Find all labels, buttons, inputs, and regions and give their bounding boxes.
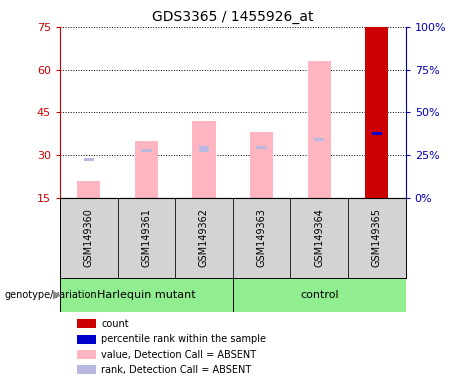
Text: GSM149360: GSM149360 [84, 208, 94, 267]
Bar [175, 198, 233, 278]
Bar [250, 132, 273, 198]
Text: GSM149365: GSM149365 [372, 208, 382, 267]
Bar [118, 198, 175, 278]
Bar [233, 278, 406, 312]
Bar [372, 132, 382, 135]
Bar [135, 141, 158, 198]
Text: control: control [300, 290, 338, 300]
Bar [193, 121, 216, 198]
Text: GSM149362: GSM149362 [199, 208, 209, 267]
Text: GSM149361: GSM149361 [142, 208, 151, 267]
Bar [365, 27, 388, 198]
Text: GSM149363: GSM149363 [257, 208, 266, 267]
Bar [199, 146, 209, 152]
Text: rank, Detection Call = ABSENT: rank, Detection Call = ABSENT [101, 365, 252, 375]
Bar [314, 138, 325, 141]
Text: count: count [101, 319, 129, 329]
Bar [77, 180, 100, 198]
Bar [77, 319, 96, 328]
Bar [308, 61, 331, 198]
Title: GDS3365 / 1455926_at: GDS3365 / 1455926_at [152, 10, 313, 25]
Bar [77, 366, 96, 374]
Bar [372, 132, 382, 135]
Text: percentile rank within the sample: percentile rank within the sample [101, 334, 266, 344]
Text: genotype/variation: genotype/variation [5, 290, 97, 300]
Bar [141, 149, 152, 152]
Bar [60, 278, 233, 312]
Bar [365, 27, 388, 198]
Text: Harlequin mutant: Harlequin mutant [97, 290, 195, 300]
Bar [290, 198, 348, 278]
Bar [60, 198, 118, 278]
Bar [233, 198, 290, 278]
Text: GSM149364: GSM149364 [314, 208, 324, 267]
Text: ▶: ▶ [53, 290, 61, 300]
Text: value, Detection Call = ABSENT: value, Detection Call = ABSENT [101, 349, 256, 359]
Bar [83, 158, 94, 161]
Bar [256, 146, 267, 149]
Bar [77, 335, 96, 344]
Bar [77, 350, 96, 359]
Bar [348, 198, 406, 278]
